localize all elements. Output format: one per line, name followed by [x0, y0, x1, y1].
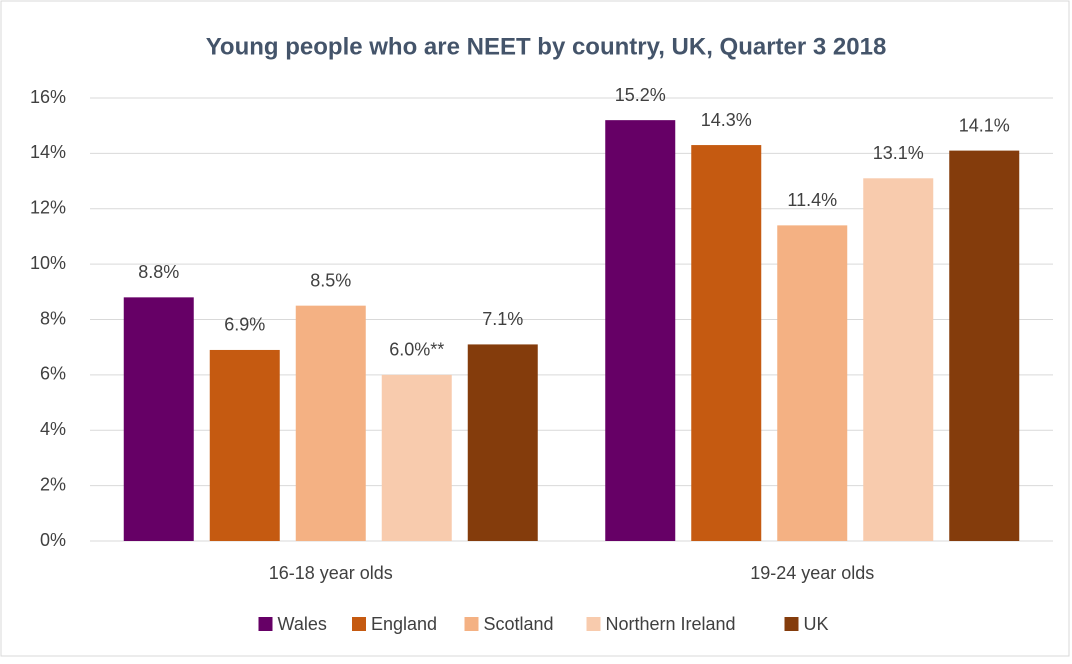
legend-swatch: [784, 617, 799, 631]
y-tick-label: 6%: [40, 364, 66, 384]
legend-label: England: [371, 614, 437, 634]
bar: [777, 225, 848, 542]
bar: [123, 297, 194, 541]
data-label: 6.0%**: [389, 340, 444, 360]
legend-label: Wales: [278, 614, 327, 634]
bar: [691, 145, 762, 541]
data-label: 6.9%: [224, 315, 265, 335]
data-label: 13.1%: [873, 143, 924, 163]
bar: [467, 344, 538, 541]
legend-swatch: [464, 617, 479, 631]
y-tick-label: 16%: [30, 87, 66, 107]
data-label: 8.5%: [310, 270, 351, 290]
data-label: 8.8%: [138, 262, 179, 282]
chart-title: Young people who are NEET by country, UK…: [206, 33, 887, 60]
bar: [381, 374, 452, 541]
bar: [949, 150, 1020, 541]
legend-label: Northern Ireland: [606, 614, 736, 634]
x-tick-label: 16-18 year olds: [269, 563, 393, 583]
y-tick-label: 4%: [40, 419, 66, 439]
data-label: 15.2%: [615, 85, 666, 105]
bar: [605, 120, 676, 542]
legend-label: UK: [804, 614, 829, 634]
data-label: 14.3%: [701, 110, 752, 130]
data-label: 7.1%: [482, 309, 523, 329]
bar: [295, 305, 366, 541]
legend-label: Scotland: [484, 614, 554, 634]
y-tick-label: 12%: [30, 198, 66, 218]
y-tick-label: 0%: [40, 530, 66, 550]
bar: [209, 349, 280, 541]
y-tick-label: 8%: [40, 308, 66, 328]
legend-swatch: [586, 617, 601, 631]
y-tick-label: 2%: [40, 474, 66, 494]
data-label: 11.4%: [787, 190, 837, 210]
y-tick-label: 14%: [30, 142, 66, 162]
x-tick-label: 19-24 year olds: [750, 563, 874, 583]
legend-swatch: [352, 617, 366, 631]
y-tick-label: 10%: [30, 253, 66, 273]
legend-swatch: [258, 617, 273, 631]
data-label: 14.1%: [959, 115, 1010, 135]
bar: [863, 178, 934, 541]
